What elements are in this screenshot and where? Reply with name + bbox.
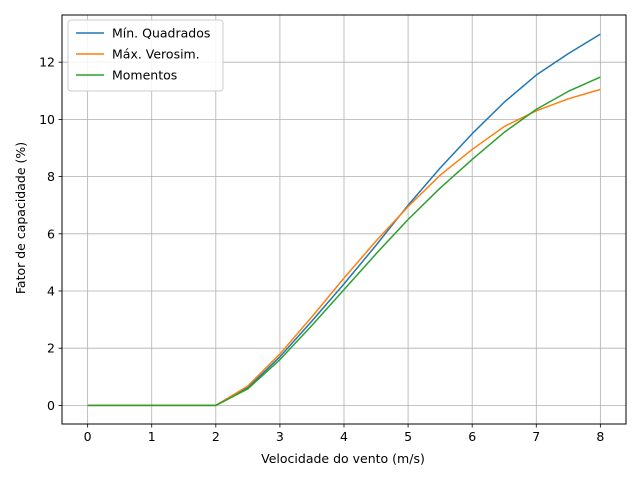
- x-tick-label: 3: [276, 429, 284, 444]
- x-tick-label: 0: [84, 429, 92, 444]
- x-tick-label: 5: [404, 429, 412, 444]
- y-tick-label: 2: [47, 341, 55, 356]
- x-tick-label: 6: [468, 429, 476, 444]
- legend: Mín. Quadrados Máx. Verosim. Momentos: [67, 19, 224, 92]
- y-tick-label: 12: [39, 55, 55, 70]
- x-axis-ticks: 0 1 2 3 4 5 6 7 8: [84, 424, 604, 444]
- x-tick-label: 7: [532, 429, 540, 444]
- y-tick-label: 0: [47, 398, 55, 413]
- x-tick-label: 4: [340, 429, 348, 444]
- x-axis-title: Velocidade do vento (m/s): [261, 451, 425, 466]
- y-axis-title: Fator de capacidade (%): [13, 142, 28, 294]
- legend-box: [67, 19, 224, 92]
- y-tick-label: 10: [39, 112, 55, 127]
- x-tick-label: 1: [148, 429, 156, 444]
- x-tick-label: 8: [596, 429, 604, 444]
- legend-label: Momentos: [112, 68, 177, 83]
- y-tick-label: 8: [47, 169, 55, 184]
- x-tick-label: 2: [212, 429, 220, 444]
- y-tick-label: 4: [47, 284, 55, 299]
- y-axis-ticks: 0 2 4 6 8 10 12: [39, 55, 62, 413]
- legend-label: Mín. Quadrados: [112, 26, 210, 41]
- series-lines: [87, 33, 601, 407]
- legend-label: Máx. Verosim.: [112, 47, 200, 62]
- y-tick-label: 6: [47, 226, 55, 241]
- series-line-2: [87, 76, 601, 407]
